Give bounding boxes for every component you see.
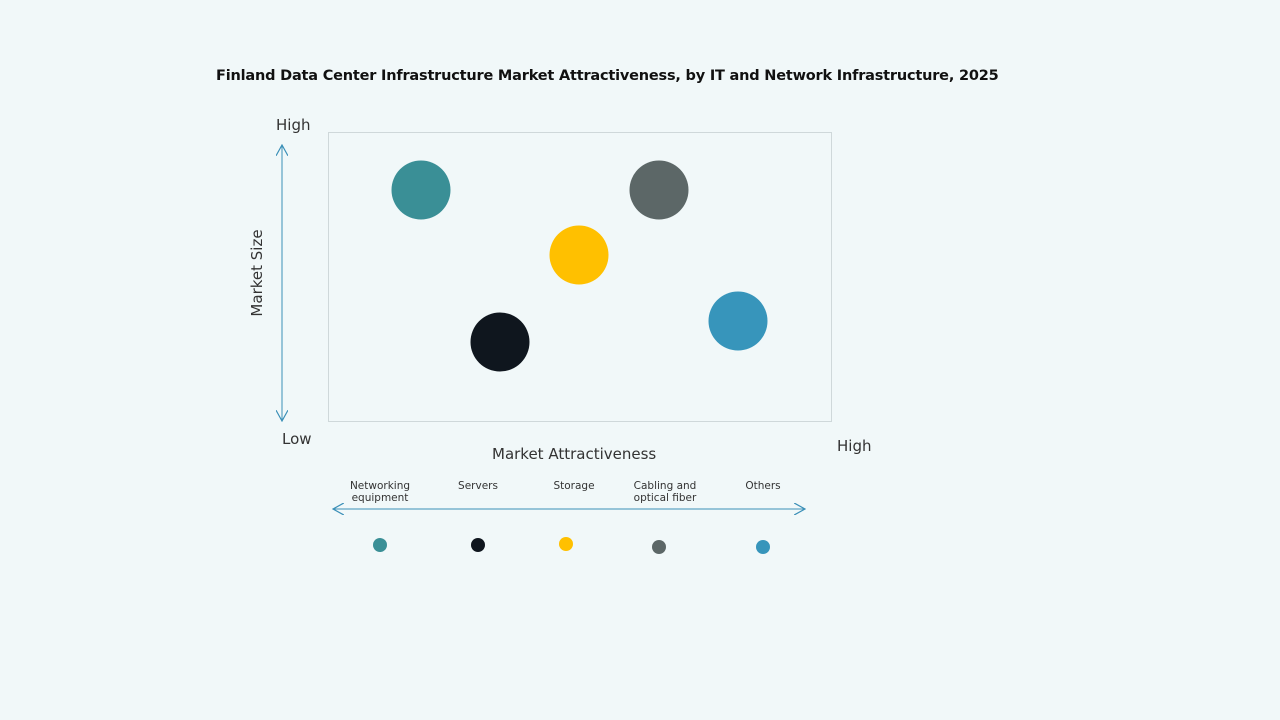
legend-label: Storage	[553, 480, 595, 492]
bubble	[629, 160, 689, 220]
legend-label: Others	[745, 480, 781, 492]
legend-dot	[559, 537, 573, 551]
legend-dot	[373, 538, 387, 552]
bubble	[549, 225, 609, 285]
y-axis-label: Market Size	[248, 229, 266, 316]
legend-dot	[652, 540, 666, 554]
legend-label: Cabling and optical fiber	[633, 480, 697, 504]
legend-label: Networking equipment	[349, 480, 411, 504]
x-high-label: High	[837, 437, 872, 455]
legend-dot	[756, 540, 770, 554]
plot-frame	[328, 132, 832, 422]
bubble	[708, 291, 768, 351]
legend-label: Servers	[458, 480, 498, 492]
legend-dot	[471, 538, 485, 552]
chart-title: Finland Data Center Infrastructure Marke…	[216, 68, 999, 84]
y-low-label: Low	[282, 430, 312, 448]
bubble	[391, 160, 451, 220]
y-high-label: High	[276, 116, 311, 134]
bubble	[470, 312, 530, 372]
x-axis-label: Market Attractiveness	[492, 445, 657, 463]
